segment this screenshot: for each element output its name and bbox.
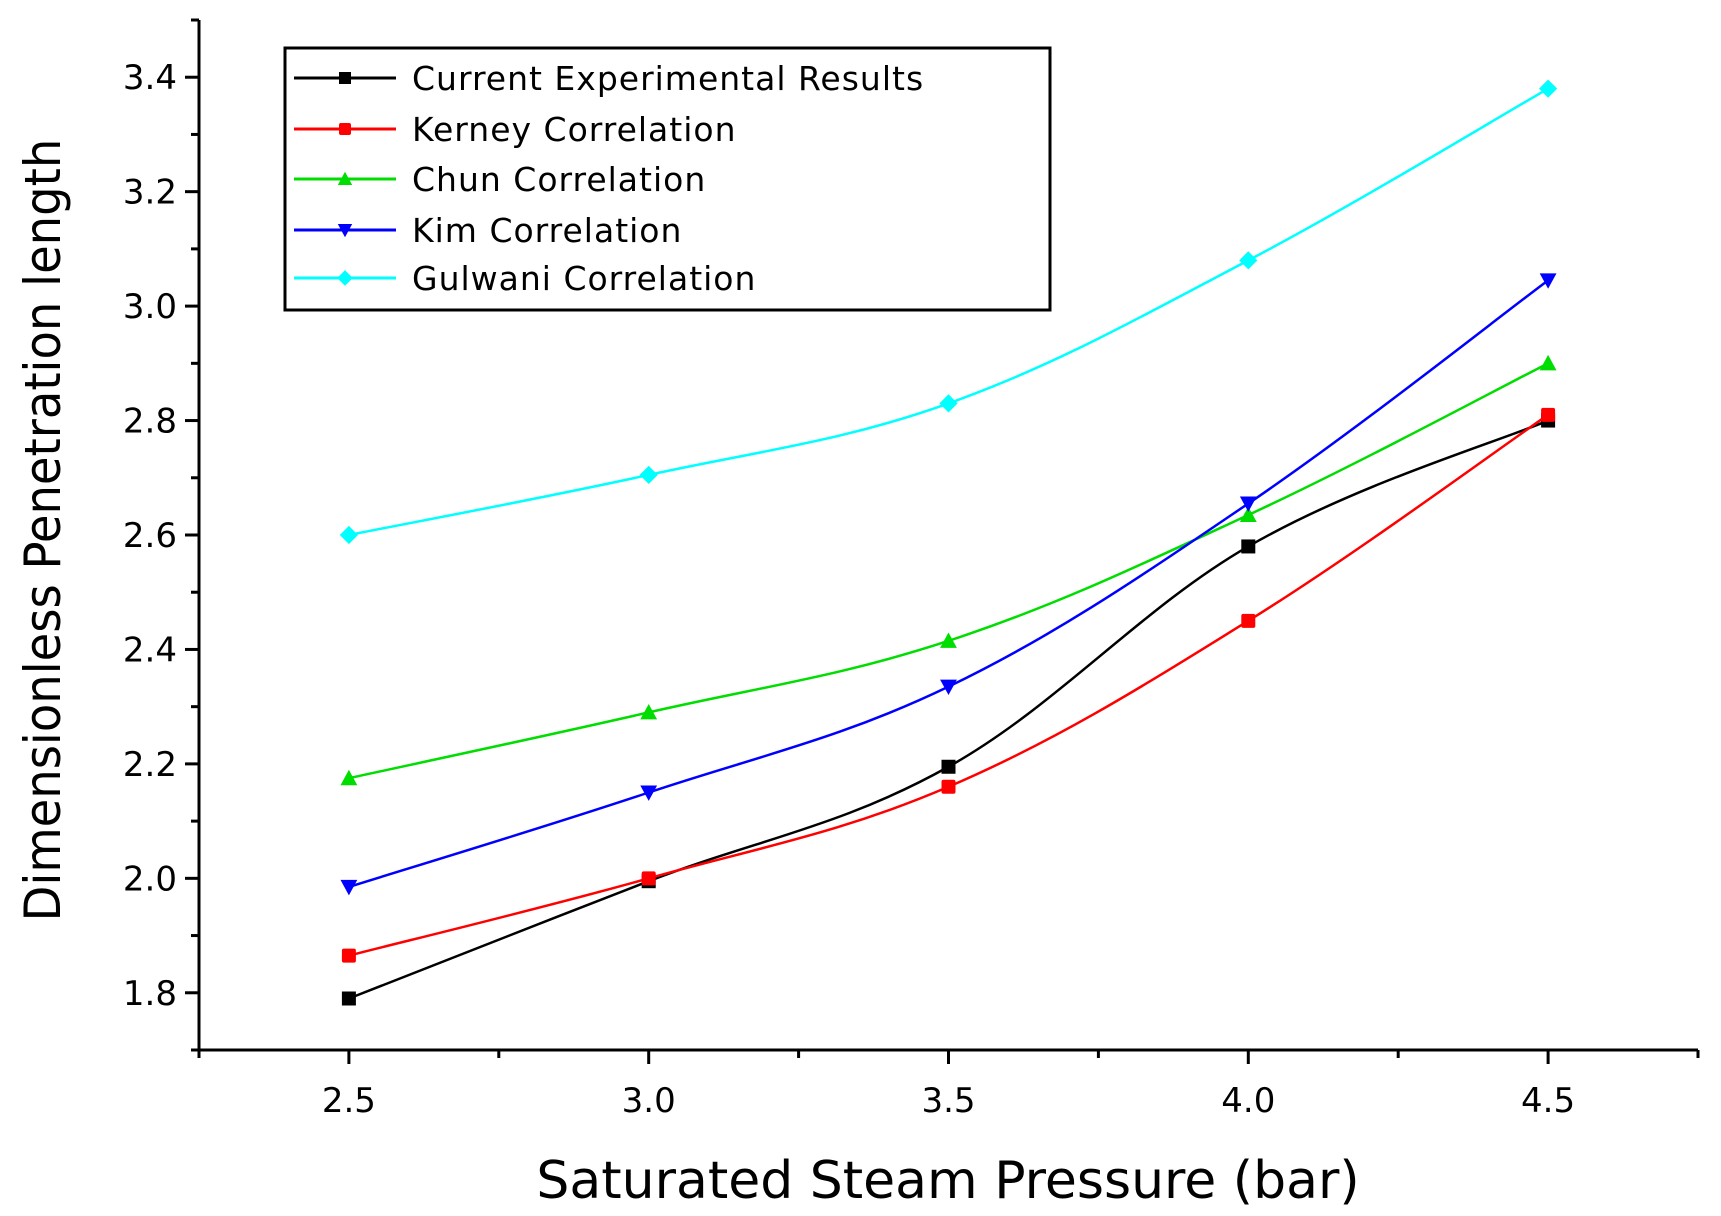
x-tick-label: 2.5 [322, 1081, 376, 1121]
legend-label: Chun Correlation [412, 160, 706, 199]
y-tick-label: 3.0 [123, 287, 177, 327]
data-point [1241, 539, 1256, 554]
legend-label: Current Experimental Results [412, 59, 924, 98]
data-point [340, 879, 358, 896]
chart-series [339, 79, 1558, 1006]
legend-item: Chun Correlation [294, 160, 706, 199]
data-point [341, 991, 356, 1006]
data-point [339, 525, 358, 545]
series-line [348, 419, 1549, 1000]
x-tick-label: 3.5 [921, 1081, 975, 1121]
data-point [939, 394, 958, 413]
series-gulwani-correlation [339, 79, 1558, 545]
x-tick-label: 3.0 [622, 1081, 676, 1121]
data-point [1541, 407, 1556, 422]
data-point [1239, 506, 1257, 522]
y-tick-label: 1.8 [123, 974, 177, 1014]
y-tick-label: 2.4 [123, 630, 177, 670]
series-current-experimental-results [341, 413, 1556, 1006]
chart-axes: 1.8 2.0 2.2 2.4 2.6 2.8 3.0 3.2 3.4 2.5 3.0 3.5 4.0 4… [123, 18, 1700, 1121]
data-point [1539, 354, 1557, 371]
legend-swatch-marker [337, 224, 353, 238]
data-point [641, 871, 656, 886]
legend-label: Kim Correlation [412, 211, 682, 250]
series-line [348, 362, 1549, 780]
legend-box [283, 46, 1052, 312]
series-kim-correlation [340, 273, 1557, 896]
legend-label: Kerney Correlation [412, 110, 737, 149]
y-tick-label: 2.6 [123, 516, 177, 556]
series-line [348, 279, 1549, 889]
y-tick-label: 2.8 [123, 402, 177, 442]
legend-item: Current Experimental Results [294, 59, 924, 98]
data-point [640, 785, 658, 801]
x-tick-label: 4.5 [1521, 1081, 1575, 1121]
data-point [940, 632, 957, 648]
data-point [640, 703, 658, 720]
legend-swatch-marker [337, 270, 353, 286]
data-point [940, 679, 957, 696]
data-point [941, 779, 956, 794]
data-point [1241, 613, 1256, 628]
data-point [1239, 496, 1257, 512]
data-point [341, 948, 356, 963]
legend-label: Gulwani Correlation [412, 259, 756, 298]
y-tick-label: 2.2 [123, 745, 177, 785]
data-point [1539, 79, 1558, 98]
y-axis-title: Dimensionless Penetration length [14, 139, 72, 922]
y-tick-label: 3.2 [123, 173, 177, 213]
data-point [1539, 273, 1557, 289]
y-tick-label: 2.0 [123, 859, 177, 899]
data-point [639, 465, 658, 485]
data-point [340, 769, 358, 786]
legend-swatch-marker [339, 72, 351, 84]
legend-item: Gulwani Correlation [294, 259, 756, 298]
y-tick-label: 3.4 [123, 58, 177, 98]
series-kerney-correlation [341, 407, 1556, 963]
legend-item: Kim Correlation [294, 211, 682, 250]
legend: Current Experimental Results Kerney Corre… [283, 46, 1052, 312]
legend-swatch-marker [337, 171, 353, 185]
series-line [348, 413, 1549, 957]
x-axis-title: Saturated Steam Pressure (bar) [536, 1151, 1359, 1211]
data-point [1239, 251, 1258, 270]
legend-item: Kerney Correlation [294, 110, 737, 149]
x-tick-label: 4.0 [1221, 1081, 1275, 1121]
data-point [941, 759, 956, 774]
legend-swatch-marker [339, 123, 351, 135]
series-chun-correlation [340, 354, 1557, 786]
